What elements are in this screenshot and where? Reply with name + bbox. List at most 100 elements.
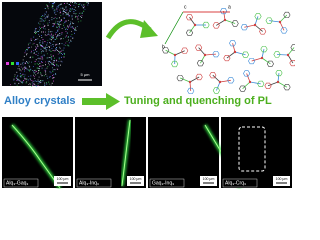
texture-dot — [22, 59, 24, 61]
texture-dot — [34, 31, 36, 33]
texture-dot — [53, 45, 55, 47]
texture-dot — [61, 20, 63, 21]
bond — [212, 74, 221, 83]
axis-label: b — [162, 44, 165, 50]
texture-dot — [32, 70, 33, 71]
texture-dot — [47, 24, 49, 26]
texture-dot — [74, 29, 76, 31]
texture-dot — [41, 37, 43, 39]
panel-label: Alq₃-Gaq₃ — [6, 180, 28, 186]
texture-dot — [55, 73, 57, 75]
metal-center — [173, 53, 177, 57]
texture-dot — [52, 23, 54, 24]
texture-dot — [72, 23, 74, 25]
texture-dot — [57, 30, 59, 32]
texture-dot — [49, 34, 51, 36]
texture-dot — [55, 10, 57, 12]
texture-dot — [65, 7, 67, 9]
texture-dot — [81, 4, 83, 6]
texture-dot — [39, 26, 41, 28]
texture-dot — [29, 47, 31, 48]
texture-dot — [24, 74, 26, 76]
crystal — [121, 119, 131, 187]
texture-dot — [38, 76, 40, 78]
texture-dot — [42, 50, 43, 52]
texture-dot — [79, 4, 81, 5]
texture-dot — [33, 71, 34, 73]
texture-dot — [63, 2, 65, 4]
texture-dot — [43, 20, 45, 22]
texture-dot — [69, 24, 71, 25]
bond — [249, 81, 261, 85]
texture-dot — [35, 70, 37, 72]
texture-dot — [21, 62, 23, 64]
scale-bar-label: 100 μm — [130, 177, 142, 181]
texture-dot — [39, 20, 41, 22]
ring — [259, 28, 267, 35]
bond — [242, 81, 251, 89]
texture-dot — [35, 31, 37, 33]
ring — [195, 73, 203, 81]
texture-dot — [59, 47, 61, 49]
texture-dot — [67, 25, 69, 27]
texture-dot — [66, 32, 68, 34]
texture-dot — [49, 42, 51, 44]
texture-dot — [52, 5, 54, 7]
texture-dot — [38, 22, 39, 24]
texture-dot — [48, 49, 50, 51]
ring — [176, 74, 184, 82]
texture-dot — [44, 48, 46, 50]
texture-dot — [52, 8, 54, 10]
texture-dot — [62, 54, 63, 55]
ring — [275, 69, 283, 77]
ring — [209, 72, 217, 79]
texture-dot — [55, 14, 57, 15]
texture-dot — [48, 47, 50, 49]
texture-dot — [35, 69, 36, 71]
texture-dot — [63, 52, 65, 54]
texture-dot — [51, 19, 53, 21]
texture-dot — [84, 8, 86, 10]
texture-dot — [33, 52, 35, 53]
texture-dot — [18, 79, 20, 81]
texture-dot — [53, 77, 55, 78]
texture-dot — [42, 39, 44, 41]
texture-dot — [77, 4, 79, 6]
texture-dot — [55, 48, 57, 50]
texture-dot — [30, 38, 32, 40]
texture-dot — [71, 2, 73, 3]
texture-dot — [60, 23, 62, 25]
texture-dot — [13, 79, 15, 81]
texture-dot — [63, 25, 65, 27]
texture-dot — [51, 17, 53, 19]
texture-dot — [43, 54, 45, 56]
texture-dot — [53, 74, 55, 76]
ring — [212, 22, 220, 29]
texture-dot — [65, 6, 67, 8]
texture-dot — [66, 9, 68, 11]
texture-dot — [34, 80, 36, 82]
texture-dot — [62, 38, 64, 40]
texture-dot — [50, 50, 52, 52]
texture-dot — [41, 20, 43, 22]
texture-dot — [39, 45, 41, 47]
bond — [189, 76, 200, 83]
texture-dot — [47, 57, 49, 59]
texture-dot — [53, 37, 54, 39]
texture-dot — [41, 67, 43, 69]
texture-dot — [25, 62, 26, 64]
texture-dot — [65, 30, 67, 32]
texture-dot — [34, 78, 36, 79]
texture-dot — [25, 50, 27, 52]
texture-dot — [38, 60, 40, 62]
texture-dot — [34, 61, 36, 63]
texture-dot — [53, 61, 55, 63]
texture-dot — [57, 43, 59, 45]
texture-dot — [40, 80, 41, 81]
texture-dot — [33, 74, 34, 76]
texture-dot — [59, 12, 61, 14]
texture-dot — [52, 64, 54, 66]
texture-dot — [46, 53, 48, 55]
texture-dot — [79, 3, 81, 5]
texture-dot — [81, 15, 83, 17]
